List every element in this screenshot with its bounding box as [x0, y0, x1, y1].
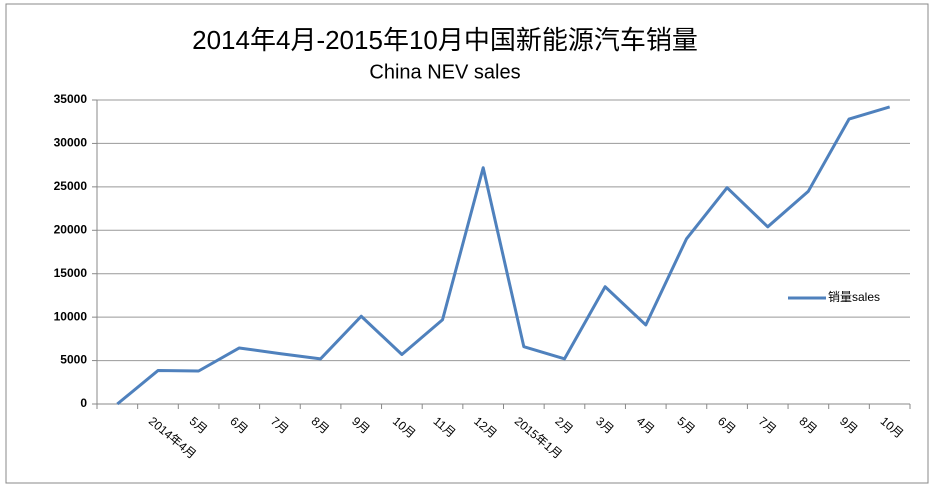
series-line	[116, 105, 891, 406]
y-tick-label: 20000	[54, 222, 88, 236]
y-tick-label: 0	[80, 396, 87, 410]
chart-frame	[5, 3, 929, 484]
y-tick-label: 35000	[54, 92, 88, 106]
legend-label: 销量sales	[828, 290, 880, 304]
chart-subtitle: China NEV sales	[369, 61, 520, 83]
y-tick-label: 5000	[60, 353, 87, 367]
y-tick-label: 25000	[54, 179, 88, 193]
y-tick-label: 10000	[54, 309, 88, 323]
y-tick-label: 15000	[54, 266, 88, 280]
y-tick-label: 30000	[54, 136, 88, 150]
chart-title: 2014年4月-2015年10月中国新能源汽车销量	[192, 25, 698, 55]
